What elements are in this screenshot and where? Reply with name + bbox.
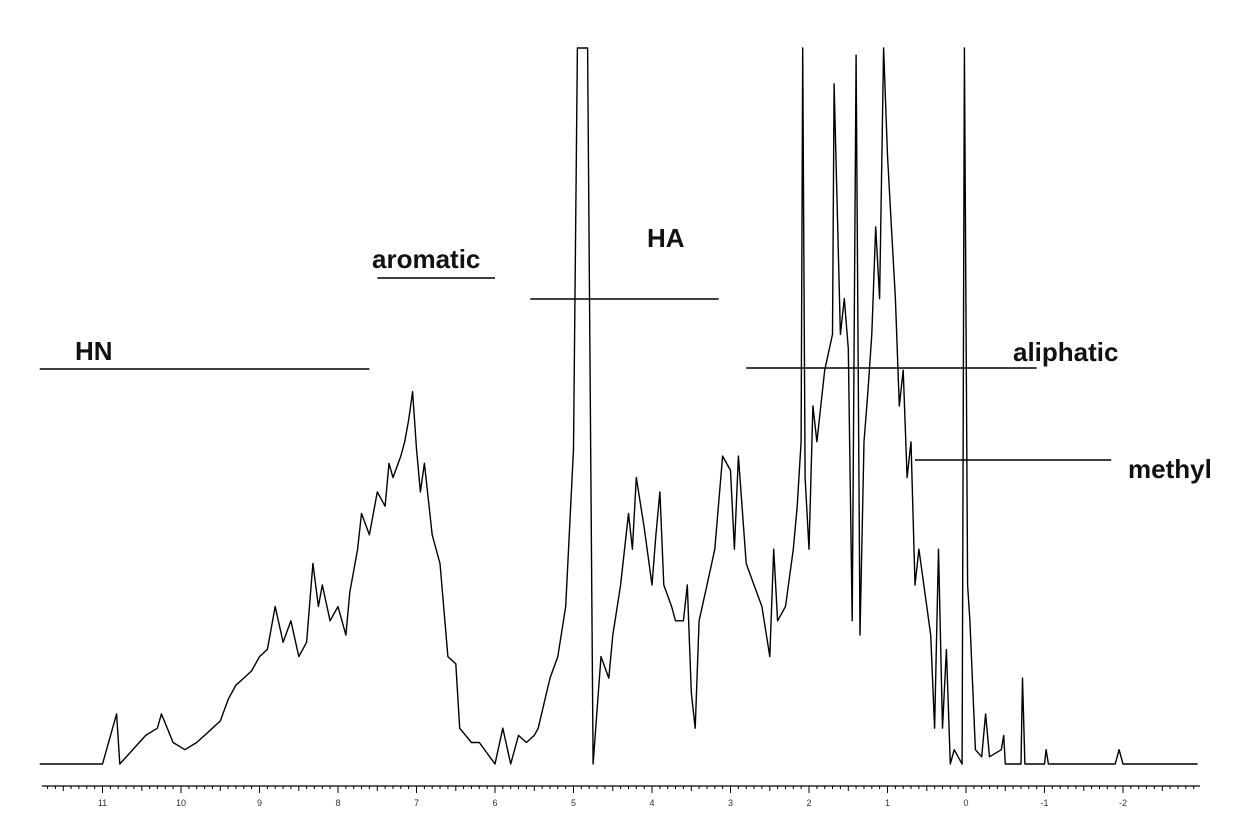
x-tick-label: -1 [1040, 798, 1048, 808]
x-tick-label: 8 [335, 798, 340, 808]
spectrum-series-0 [39, 47, 1198, 765]
x-tick-label: 5 [571, 798, 576, 808]
x-axis: 11 10 9 8 7 6 5 4 3 2 1 0 -1 -2 [42, 785, 1200, 808]
x-tick-label: 10 [176, 798, 186, 808]
x-tick-label: 3 [728, 798, 733, 808]
x-tick-label: 1 [885, 798, 890, 808]
region-label-aliphatic: aliphatic [1013, 337, 1118, 367]
region-annotations: HN aromatic HA aliphatic methyl [39, 223, 1212, 484]
x-tick-label: 2 [806, 798, 811, 808]
region-label-ha: HA [647, 223, 685, 253]
x-tick-label: -2 [1119, 798, 1127, 808]
region-label-hn: HN [75, 336, 113, 366]
region-label-methyl: methyl [1128, 454, 1212, 484]
x-tick-label: 4 [649, 798, 654, 808]
x-tick-label: 0 [963, 798, 968, 808]
x-tick-label: 11 [98, 798, 107, 808]
x-tick-label: 9 [257, 798, 262, 808]
x-tick-label: 7 [414, 798, 419, 808]
x-tick-label: 6 [492, 798, 497, 808]
spectrum-layer [39, 47, 1198, 765]
region-label-aromatic: aromatic [372, 244, 480, 274]
